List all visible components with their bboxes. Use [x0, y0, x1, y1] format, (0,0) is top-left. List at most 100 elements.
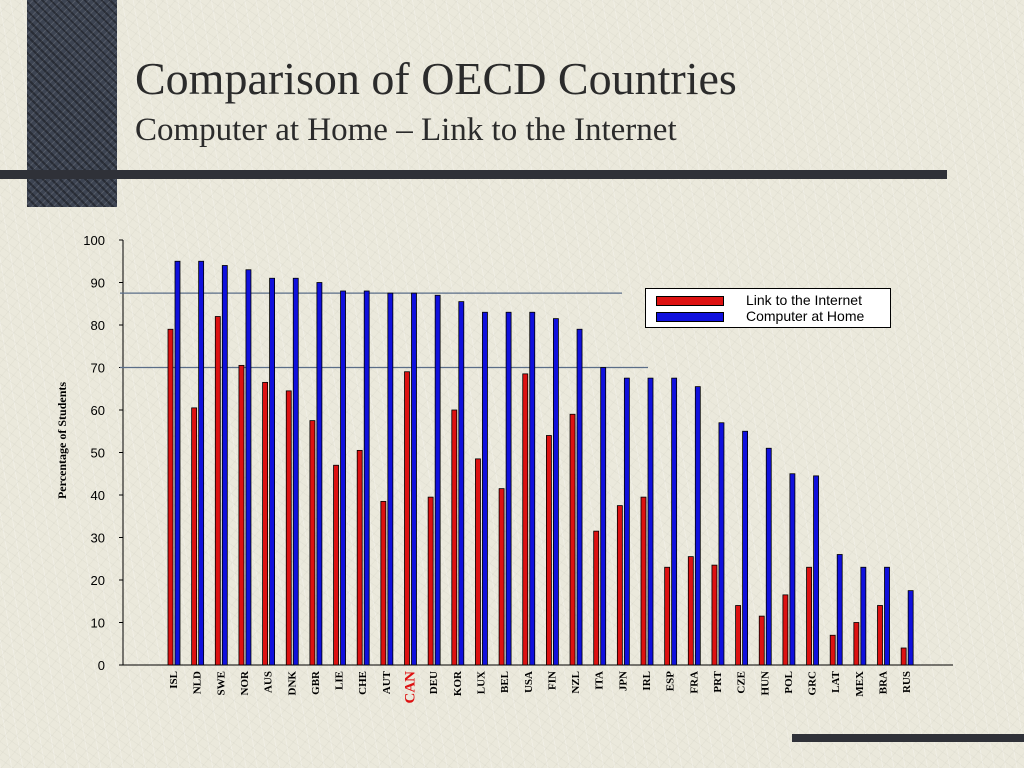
bar-computer-home: [836, 554, 843, 666]
bar-link-internet: [214, 316, 221, 666]
y-tick-label: 100: [83, 233, 105, 248]
bar-computer-home: [789, 473, 796, 666]
legend-swatch-internet: [656, 296, 724, 306]
slide-title: Comparison of OECD Countries: [135, 53, 737, 104]
x-tick-label: CHE: [357, 671, 369, 695]
legend-label-internet: Link to the Internet: [746, 292, 862, 308]
bar-link-internet: [593, 530, 600, 666]
bar-computer-home: [387, 292, 394, 666]
x-tick-label: JPN: [617, 671, 629, 691]
y-tick-label: 0: [98, 658, 105, 673]
bar-link-internet: [522, 373, 529, 666]
bar-computer-home: [718, 422, 725, 666]
bar-computer-home: [269, 277, 276, 666]
x-tick-label: AUT: [381, 670, 393, 694]
bar-link-internet: [498, 488, 505, 666]
bar-link-internet: [829, 634, 836, 666]
bar-link-internet: [664, 566, 671, 666]
bar-computer-home: [623, 377, 630, 666]
legend-label-computer: Computer at Home: [746, 308, 865, 324]
bar-computer-home: [458, 301, 465, 666]
bar-link-internet: [758, 615, 765, 666]
y-tick-label: 40: [91, 488, 105, 503]
y-tick-label: 10: [91, 616, 105, 631]
bar-computer-home: [245, 269, 252, 666]
x-tick-label: NOR: [239, 670, 251, 696]
x-tick-label: NZL: [570, 671, 582, 694]
x-tick-label: DEU: [428, 671, 440, 694]
y-tick-label: 60: [91, 403, 105, 418]
bar-computer-home: [884, 566, 890, 666]
bar-computer-home: [363, 290, 370, 666]
x-tick-label: DNK: [286, 671, 298, 696]
y-tick-label: 70: [91, 361, 105, 376]
bar-computer-home: [482, 311, 488, 666]
bar-link-internet: [191, 407, 198, 666]
y-tick-label: 80: [91, 318, 105, 333]
legend-swatch-computer: [656, 312, 724, 322]
bar-computer-home: [411, 292, 417, 666]
x-tick-label: IRL: [641, 671, 653, 691]
bar-computer-home: [600, 367, 607, 666]
bar-link-internet: [546, 435, 552, 666]
x-tick-label: POL: [783, 671, 795, 694]
bar-link-internet: [356, 449, 363, 666]
bar-link-internet: [782, 594, 789, 666]
bar-computer-home: [505, 311, 512, 666]
x-tick-label: GRC: [807, 671, 819, 696]
x-tick-label: AUS: [263, 671, 275, 693]
bar-link-internet: [806, 566, 812, 666]
bar-computer-home: [292, 277, 299, 666]
x-tick-label: HUN: [759, 671, 771, 696]
bar-computer-home: [694, 386, 701, 666]
x-tick-label: LAT: [830, 670, 842, 692]
bar-link-internet: [380, 500, 387, 666]
bar-link-internet: [640, 496, 647, 666]
bar-link-internet: [475, 458, 481, 666]
bar-link-internet: [853, 622, 860, 666]
bar-link-internet: [262, 381, 269, 666]
bar-computer-home: [671, 377, 678, 666]
bar-computer-home: [316, 282, 323, 666]
top-rule: [0, 170, 947, 179]
x-tick-label: NLD: [192, 671, 204, 694]
bar-computer-home: [647, 377, 654, 666]
x-tick-label: FIN: [546, 671, 558, 690]
x-tick-label: MEX: [854, 671, 866, 697]
bar-link-internet: [238, 364, 245, 666]
bar-link-internet: [285, 390, 292, 666]
x-tick-label: LIE: [334, 671, 346, 690]
bar-computer-home: [907, 590, 914, 666]
bar-computer-home: [198, 260, 205, 666]
x-tick-label: USA: [523, 671, 535, 693]
x-tick-label: CZE: [736, 671, 748, 694]
bar-computer-home: [529, 311, 536, 666]
bar-link-internet: [309, 420, 316, 666]
bar-link-internet: [616, 505, 623, 666]
x-tick-label: FRA: [688, 671, 700, 694]
bar-link-internet: [877, 605, 883, 666]
y-tick-label: 90: [91, 276, 105, 291]
x-tick-label: ITA: [594, 671, 606, 690]
x-tick-label: BEL: [499, 671, 511, 693]
y-axis-title: Percentage of Students: [55, 382, 69, 499]
bar-computer-home: [434, 294, 441, 666]
bar-computer-home: [221, 265, 228, 666]
bar-link-internet: [333, 464, 339, 666]
bar-computer-home: [553, 318, 559, 666]
x-tick-label: BRA: [878, 671, 890, 694]
bar-link-internet: [451, 409, 458, 666]
slide-subtitle: Computer at Home – Link to the Internet: [135, 112, 677, 148]
bar-computer-home: [860, 566, 867, 666]
bar-link-internet: [167, 328, 174, 666]
bar-computer-home: [174, 260, 181, 666]
bar-link-internet: [735, 605, 741, 666]
x-tick-label: ISL: [168, 671, 180, 689]
x-tick-label: ESP: [665, 671, 677, 691]
y-tick-label: 30: [91, 531, 105, 546]
chart-legend: Link to the Internet Computer at Home: [645, 288, 891, 328]
x-tick-label: GBR: [310, 670, 322, 695]
x-tick-label: SWE: [215, 671, 227, 695]
y-tick-label: 20: [91, 573, 105, 588]
